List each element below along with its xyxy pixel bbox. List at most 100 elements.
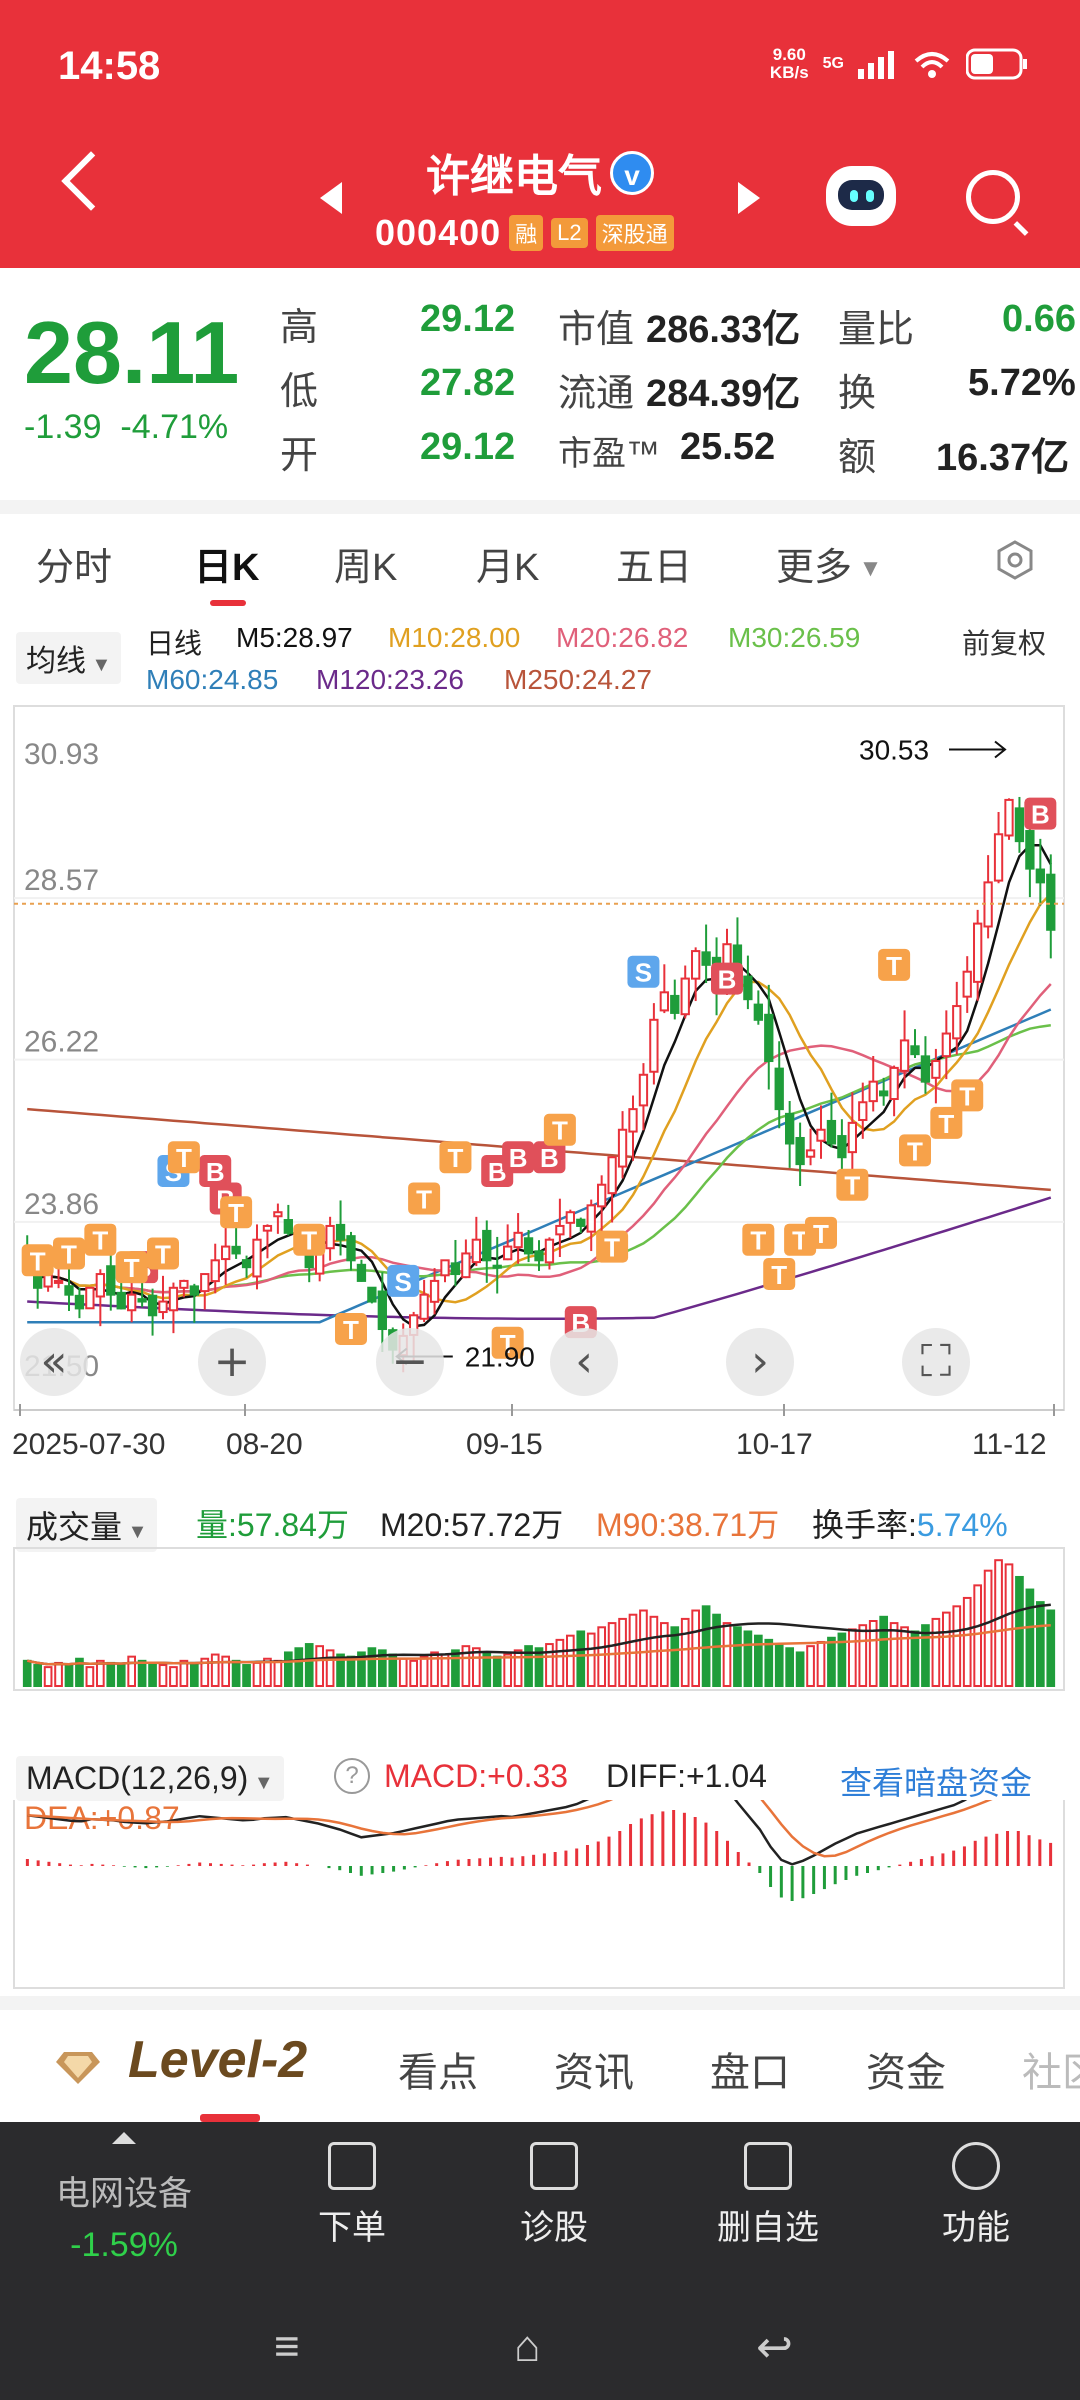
prev-stock-icon[interactable] <box>320 182 342 214</box>
tab-orderbook[interactable]: 盘口 <box>710 2051 790 2095</box>
tab-funds[interactable]: 资金 <box>866 2051 946 2095</box>
zoom-left-button[interactable]: « <box>20 1328 88 1396</box>
dark-pool-link[interactable]: 查看暗盘资金 <box>840 1765 1033 1801</box>
candle <box>503 1224 513 1261</box>
signal-marker-label: B <box>1031 800 1050 830</box>
expand-up-icon[interactable] <box>112 2132 136 2144</box>
signal-marker-box <box>899 1134 931 1167</box>
signal-marker-box <box>115 1251 148 1284</box>
tab-monthly-k[interactable]: 月K <box>476 547 540 589</box>
settings-icon[interactable] <box>995 540 1035 580</box>
signal-label: 5G <box>822 55 844 72</box>
macd-frame <box>13 1800 1065 1989</box>
dock-diagnose[interactable]: 诊股 <box>520 2209 588 2247</box>
signal-marker-label: T <box>124 1253 140 1283</box>
zoom-in-button[interactable]: + <box>198 1328 266 1396</box>
tab-highlights[interactable]: 看点 <box>398 2051 478 2095</box>
help-icon[interactable]: ? <box>334 1758 370 1794</box>
tab-more[interactable]: 更多 ▼ <box>776 547 883 589</box>
candle <box>680 965 690 1019</box>
adjust-button[interactable]: 前复权 <box>962 628 1047 659</box>
tab-level2[interactable]: Level-2 <box>128 2031 308 2089</box>
tag-level2: L2 <box>551 218 588 248</box>
candle-body <box>670 994 680 1014</box>
volume-bar <box>722 1622 732 1687</box>
volume-bar <box>534 1647 544 1687</box>
volume-bar <box>524 1645 533 1688</box>
signal-marker: B <box>502 1141 535 1174</box>
volume-selector[interactable]: 成交量 ▼ <box>16 1498 158 1552</box>
signal-icon <box>858 51 894 79</box>
scroll-right-button[interactable]: › <box>726 1328 794 1396</box>
candle <box>346 1231 356 1271</box>
nav-home-icon[interactable]: ⌂ <box>514 2322 541 2371</box>
macd-chart[interactable] <box>0 1800 1080 1990</box>
stock-title[interactable]: 许继电气 v <box>0 140 1080 204</box>
signal-marker-box <box>439 1141 472 1174</box>
volume-bar <box>357 1651 366 1687</box>
volume-bar <box>827 1636 836 1687</box>
candle-body <box>659 991 669 1012</box>
macd-selector[interactable]: MACD(12,26,9) ▼ <box>16 1756 284 1801</box>
signal-marker: T <box>439 1141 472 1174</box>
candle <box>617 1111 628 1179</box>
signal-marker-label: T <box>771 1260 787 1290</box>
candle-body <box>993 833 1004 882</box>
signal-marker: T <box>220 1196 253 1229</box>
tab-weekly-k[interactable]: 周K <box>334 547 398 589</box>
fullscreen-button[interactable]: ⛶ <box>902 1328 970 1396</box>
tab-five-day[interactable]: 五日 <box>616 547 693 589</box>
candle <box>774 1041 784 1129</box>
tab-news[interactable]: 资讯 <box>554 2051 634 2095</box>
next-stock-icon[interactable] <box>738 182 760 214</box>
signal-marker-box <box>167 1141 200 1174</box>
signal-marker-label: S <box>395 1267 412 1297</box>
volume-bar <box>1035 1601 1045 1687</box>
signal-marker-label: S <box>635 958 652 988</box>
volume-bar <box>106 1661 116 1688</box>
signal-marker-box <box>533 1141 566 1174</box>
signal-marker-box <box>596 1230 629 1263</box>
zoom-out-button[interactable]: − <box>376 1328 444 1396</box>
volume-bar <box>555 1638 565 1687</box>
sector-name[interactable]: 电网设备 <box>56 2175 192 2213</box>
candle-body <box>440 1259 450 1277</box>
nav-menu-icon[interactable]: ≡ <box>274 2322 300 2371</box>
candle-body <box>910 1045 920 1056</box>
volume-bar <box>294 1647 304 1687</box>
verified-icon: v <box>610 151 654 195</box>
candle <box>262 1224 273 1259</box>
dock-order[interactable]: 下单 <box>318 2209 386 2247</box>
high-label: 高 <box>280 307 319 349</box>
dock-remove-watchlist[interactable]: 删自选 <box>717 2209 819 2247</box>
robot-assistant-icon[interactable] <box>826 166 896 226</box>
ma-selector[interactable]: 均线 ▼ <box>16 632 122 684</box>
candle-body <box>1025 830 1035 870</box>
candle <box>847 1092 857 1182</box>
tab-community[interactable]: 社区 <box>1022 2051 1080 2095</box>
signal-marker: T <box>408 1182 441 1215</box>
volume-bar <box>189 1661 199 1688</box>
last-price: 28.11 <box>24 303 240 402</box>
nav-back-icon[interactable]: ↩ <box>756 2323 793 2372</box>
volume-bar <box>753 1634 763 1688</box>
candlestick-chart[interactable]: 30.9328.5726.2223.8621.50SSSBBBBBBBBBTTT… <box>0 700 1080 1420</box>
candle <box>325 1216 335 1261</box>
signal-marker-box <box>387 1264 420 1297</box>
dock-functions[interactable]: 功能 <box>942 2209 1010 2247</box>
volume-chart[interactable] <box>0 1546 1080 1696</box>
candle <box>795 1122 805 1186</box>
signal-marker-box <box>930 1106 963 1139</box>
signal-marker: T <box>878 948 911 981</box>
candle <box>523 1229 534 1263</box>
y-tick-label: 30.93 <box>24 738 99 771</box>
scroll-left-button[interactable]: ‹ <box>550 1328 618 1396</box>
tab-daily-k[interactable]: 日K <box>194 547 260 589</box>
candle-body <box>513 1231 523 1249</box>
candle-body <box>544 1238 555 1264</box>
stock-code: 000400 <box>375 212 502 253</box>
search-icon[interactable] <box>966 170 1020 224</box>
candle-body <box>377 1290 387 1331</box>
candle <box>941 1010 951 1080</box>
tab-intraday[interactable]: 分时 <box>36 547 113 589</box>
